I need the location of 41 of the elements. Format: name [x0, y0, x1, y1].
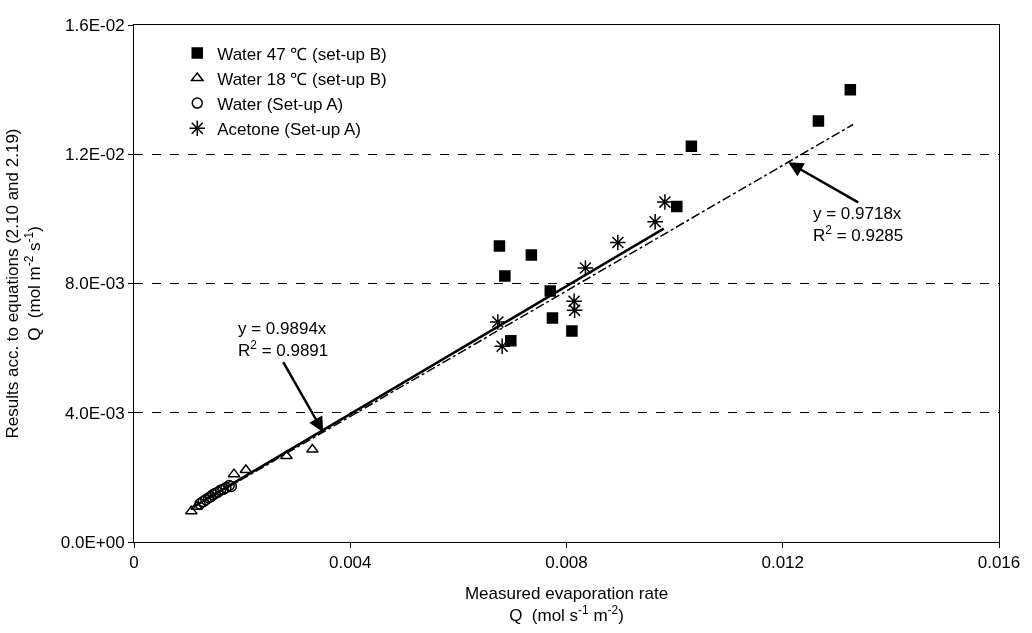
x-tick-label: 0.004 [328, 553, 372, 573]
y-tick-label: 4.0E-03 [65, 403, 125, 423]
annotation: y = 0.9894x R$^{2}$ = 0.9891 [238, 319, 329, 361]
point [227, 468, 241, 478]
x-tick-label: 0.016 [977, 553, 1021, 573]
point [812, 115, 825, 127]
point [566, 325, 578, 337]
point [489, 313, 507, 331]
y-tick-label: 0.0E+00 [60, 532, 125, 552]
y-tick-label: 8.0E-03 [65, 274, 125, 294]
point [190, 501, 204, 511]
point [565, 292, 583, 310]
x-tick-label: 0 [129, 553, 139, 573]
annotation: y = 0.9718x R$^{2}$ = 0.9285 [813, 204, 904, 246]
x-tick-label: 0.012 [761, 553, 805, 573]
point [844, 83, 857, 96]
point [609, 233, 627, 252]
y-tick-label: 1.6E-02 [65, 15, 125, 35]
point [239, 464, 253, 474]
x-tick-label: 0.008 [545, 553, 588, 573]
point [505, 334, 517, 347]
point [656, 193, 674, 211]
point [493, 240, 506, 252]
point [685, 140, 698, 152]
point [305, 443, 319, 453]
point [546, 312, 559, 324]
legend-label: Water 18 ℃ (set-up B) [217, 69, 387, 89]
point [566, 301, 584, 319]
point [576, 259, 594, 277]
legend-label: Acetone (Set-up A) [217, 119, 361, 139]
point [184, 505, 198, 515]
legend-label: Water 47 ℃ (set-up B) [217, 44, 387, 64]
y-tick-label: 1.2E-02 [65, 145, 125, 165]
point [279, 450, 293, 460]
point [671, 200, 683, 213]
legend-label: Water (Set-up A) [217, 94, 344, 114]
x-axis-title: Measured evaporation rate Q (mol s$^{-1}$ m$^{-2}$) [464, 583, 669, 625]
point [499, 270, 511, 282]
point [646, 213, 664, 231]
point [493, 337, 511, 355]
point [525, 249, 538, 261]
